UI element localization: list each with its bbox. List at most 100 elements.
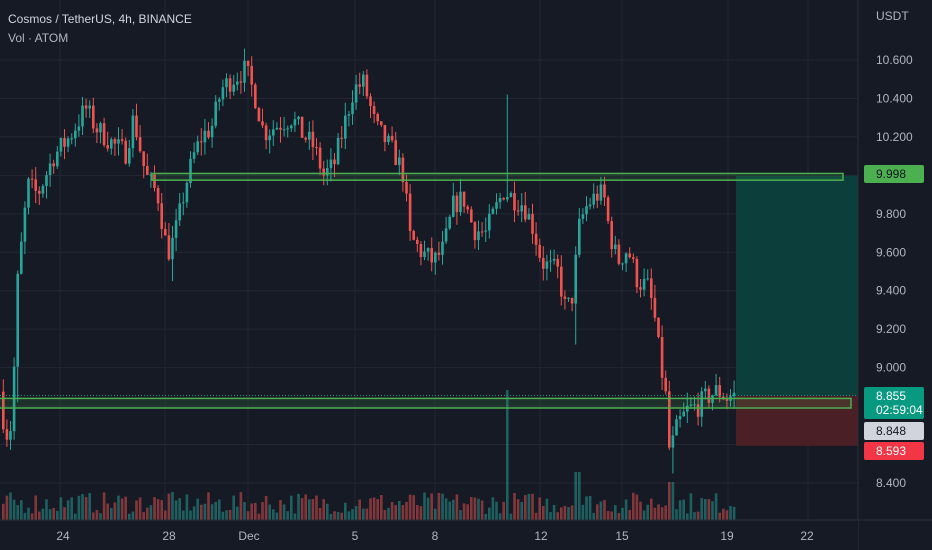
- candle-body: [351, 102, 354, 115]
- volume-bar: [164, 510, 167, 520]
- candle-body: [153, 174, 156, 188]
- volume-bar: [38, 511, 41, 520]
- candle-body: [376, 113, 379, 122]
- volume-bar: [491, 497, 495, 520]
- volume-bar: [110, 507, 113, 520]
- volume-bar: [596, 504, 599, 520]
- candle-body: [390, 135, 394, 141]
- volume-bar: [650, 498, 653, 520]
- candle-body: [311, 131, 315, 148]
- candle-body: [473, 222, 477, 241]
- candle-body: [113, 139, 117, 144]
- candle-body: [45, 175, 48, 186]
- candle-body: [318, 147, 322, 169]
- volume-bar: [383, 510, 387, 520]
- y-tick-label: 9.400: [876, 284, 906, 298]
- volume-bar: [585, 496, 588, 520]
- candle-body: [354, 84, 358, 103]
- volume-bar: [326, 503, 329, 520]
- volume-bar: [646, 504, 649, 520]
- candle-body: [189, 158, 192, 183]
- volume-bar: [225, 510, 228, 520]
- candle-body: [156, 187, 160, 204]
- volume-bar: [380, 495, 383, 520]
- volume-bar: [59, 497, 63, 520]
- volume-bar: [480, 500, 484, 520]
- volume-bar: [412, 495, 415, 520]
- volume-bar: [462, 503, 466, 520]
- volume-bar: [660, 507, 664, 520]
- x-tick-label: 28: [162, 529, 176, 543]
- volume-bar: [203, 503, 207, 520]
- volume-bar: [300, 498, 304, 520]
- volume-bar: [268, 504, 271, 520]
- candle-body: [599, 184, 603, 201]
- price-tag-background: [864, 442, 924, 460]
- volume-bar: [606, 511, 610, 520]
- x-tick-label: 5: [352, 529, 359, 543]
- volume-bar: [257, 513, 261, 520]
- candle-body: [41, 185, 45, 194]
- candle-body: [596, 193, 599, 201]
- volume-bar: [275, 512, 279, 520]
- candle-body: [167, 235, 171, 260]
- candle-body: [254, 84, 257, 108]
- candle-body: [714, 385, 718, 396]
- volume-bar: [23, 512, 27, 520]
- volume-bar: [401, 505, 405, 520]
- candle-body: [34, 179, 37, 191]
- candle-body: [218, 99, 221, 102]
- candle-body: [394, 140, 397, 165]
- candle-body: [398, 157, 401, 165]
- volume-bar: [322, 499, 325, 520]
- candle-body: [102, 123, 106, 146]
- candle-body: [452, 195, 455, 217]
- volume-bar: [66, 500, 70, 520]
- candle-body: [358, 84, 361, 87]
- candle-body: [524, 205, 527, 220]
- candle-body: [239, 81, 243, 83]
- price-tag-text: 9.998: [876, 167, 906, 181]
- volume-bar: [398, 500, 401, 520]
- candle-body: [635, 258, 639, 288]
- volume-bar: [509, 513, 513, 520]
- candle-body: [462, 191, 466, 207]
- candle-body: [207, 130, 210, 138]
- volume-bar: [495, 501, 498, 520]
- volume-bar: [639, 501, 642, 520]
- candle-body: [434, 252, 437, 263]
- candle-body: [668, 391, 671, 448]
- volume-bar: [131, 511, 135, 520]
- volume-bar: [102, 492, 106, 520]
- candle-body: [588, 204, 592, 207]
- candle-body: [567, 297, 570, 299]
- candle-body: [437, 252, 441, 255]
- volume-bar: [563, 505, 567, 520]
- volume-bar: [34, 495, 37, 520]
- volume-bar: [614, 505, 617, 520]
- candle-body: [574, 254, 577, 304]
- candle-body: [624, 253, 628, 264]
- volume-bar: [390, 501, 394, 520]
- candle-body: [506, 196, 509, 200]
- volume-bar: [506, 390, 509, 520]
- candle-body: [282, 129, 286, 131]
- volume-bar: [192, 506, 196, 520]
- volume-bar: [156, 499, 160, 520]
- volume-bar: [9, 492, 12, 520]
- volume-bar: [621, 507, 624, 520]
- candle-body: [610, 221, 613, 250]
- candle-body: [700, 391, 703, 417]
- candle-body: [491, 208, 495, 214]
- candle-body: [30, 178, 34, 180]
- volume-bar: [171, 492, 174, 520]
- volume-bar: [560, 507, 563, 520]
- volume-legend[interactable]: Vol · ATOM: [8, 31, 69, 45]
- symbol-title[interactable]: Cosmos / TetherUS, 4h, BINANCE: [8, 12, 192, 26]
- candle-body: [290, 125, 293, 129]
- candle-body: [178, 203, 181, 221]
- volume-bar: [732, 506, 736, 520]
- volume-bar: [135, 500, 138, 520]
- volume-bar: [279, 500, 282, 520]
